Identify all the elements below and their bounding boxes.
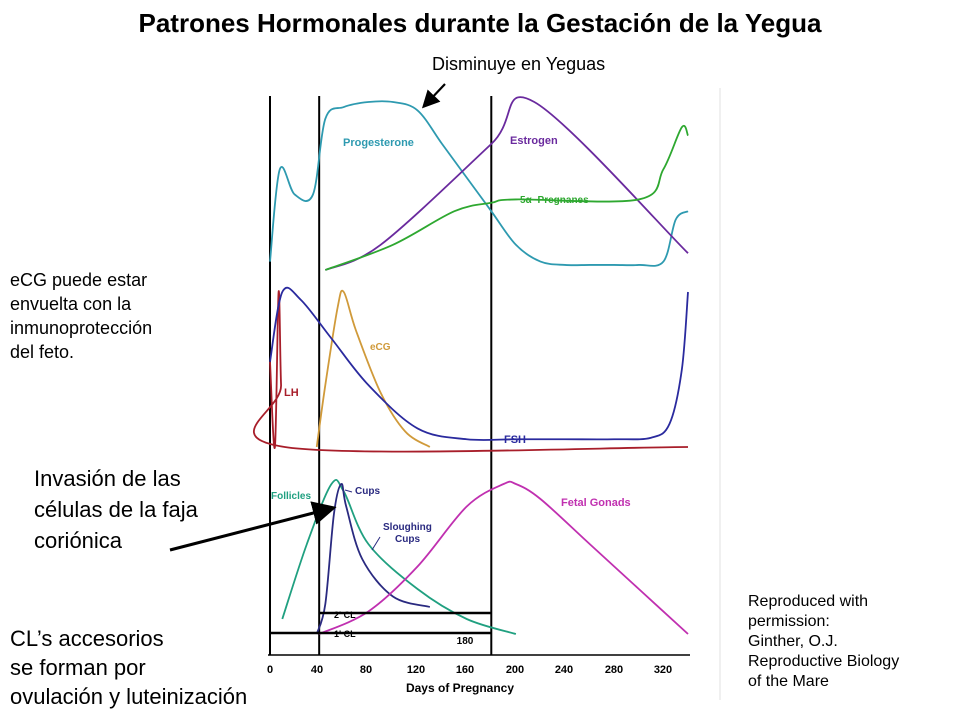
ecg-note-line: eCG puede estar — [10, 270, 148, 290]
series-label-cups: Cups — [355, 486, 380, 497]
accessory-cl-note-line: se forman por — [10, 655, 146, 680]
x-tick-label: 180 — [457, 636, 474, 647]
invasion-note: Invasión de las células de la faja corió… — [34, 463, 264, 556]
invasion-note-line: coriónica — [34, 528, 123, 553]
x-tick-label: 200 — [506, 664, 524, 676]
x-tick-label: 320 — [654, 664, 672, 676]
chart-series — [253, 96, 689, 635]
series-progesterone — [269, 100, 689, 267]
chart-axis: 0 40 80 120 160 180 200 240 280 320 Days of Pregna… — [267, 636, 690, 695]
x-tick-label: 80 — [360, 664, 372, 676]
x-axis-label: Days of Pregnancy — [406, 681, 514, 695]
cups-label-connector — [344, 489, 353, 493]
credit-line: Reproduced with — [748, 593, 869, 610]
series-estrogen — [324, 96, 689, 271]
ecg-note-line: del feto. — [10, 342, 75, 362]
accessory-cl-note-line: CL’s accesorios — [10, 626, 164, 651]
series-label-1-cl: 1' CL — [334, 629, 356, 639]
series-label-estrogen: Estrogen — [510, 135, 558, 147]
ecg-note: eCG puede estar envuelta con la inmunopr… — [10, 268, 210, 364]
page-title: Patrones Hormonales durante la Gestación… — [138, 8, 822, 38]
series-fsh — [269, 286, 689, 441]
x-tick-label: 0 — [267, 664, 273, 676]
series-follicles — [281, 478, 517, 635]
series-lh — [253, 290, 689, 453]
decreases-arrow — [421, 83, 446, 109]
series-label-progesterone: Progesterone — [343, 137, 414, 149]
series-label-sloughing-cups: Sloughing Cups — [383, 522, 432, 545]
series-label-2-cl: 2' CL — [334, 610, 356, 620]
decreases-in-mares-note: Disminuye en Yeguas — [432, 54, 606, 74]
accessory-cl-note-line: ovulación y luteinización — [10, 684, 248, 709]
series-label-ecg: eCG — [370, 342, 391, 353]
series-label-lh: LH — [284, 387, 299, 399]
credit: Reproduced with permission: Ginther, O.J… — [748, 592, 958, 692]
series-label-fetal-gonads: Fetal Gonads — [561, 497, 631, 509]
chart-frame — [269, 88, 721, 700]
series-ecg — [315, 289, 431, 448]
x-tick-label: 40 — [311, 664, 323, 676]
chart-arrows — [169, 83, 446, 552]
series-fetal-gonads — [318, 480, 689, 635]
series-label-follicles: Follicles — [271, 491, 311, 502]
invasion-note-line: células de la faja — [34, 497, 198, 522]
ecg-note-line: envuelta con la — [10, 294, 132, 314]
credit-line: Ginther, O.J. — [748, 633, 838, 650]
chart-labels: Progesterone Estrogen 5α−Pregnanes eCG LH FSH… — [271, 135, 631, 639]
invasion-arrow — [169, 501, 337, 552]
x-tick-label: 280 — [605, 664, 623, 676]
invasion-note-line: Invasión de las — [34, 466, 181, 491]
series-cups — [315, 483, 431, 635]
sloughing-label-connector — [371, 536, 381, 551]
series-5-pregnanes — [325, 124, 689, 271]
x-tick-label: 240 — [555, 664, 573, 676]
x-tick-label: 120 — [407, 664, 425, 676]
credit-line: of the Mare — [748, 673, 829, 690]
credit-line: Reproductive Biology — [748, 653, 900, 670]
credit-line: permission: — [748, 613, 830, 630]
x-tick-label: 160 — [456, 664, 474, 676]
series-label-fsh: FSH — [504, 434, 526, 446]
series-label-5-pregnanes: 5α−Pregnanes — [520, 195, 589, 206]
ecg-note-line: inmunoprotección — [10, 318, 153, 338]
accessory-cl-note: CL’s accesorios se forman por ovulación … — [10, 624, 330, 711]
